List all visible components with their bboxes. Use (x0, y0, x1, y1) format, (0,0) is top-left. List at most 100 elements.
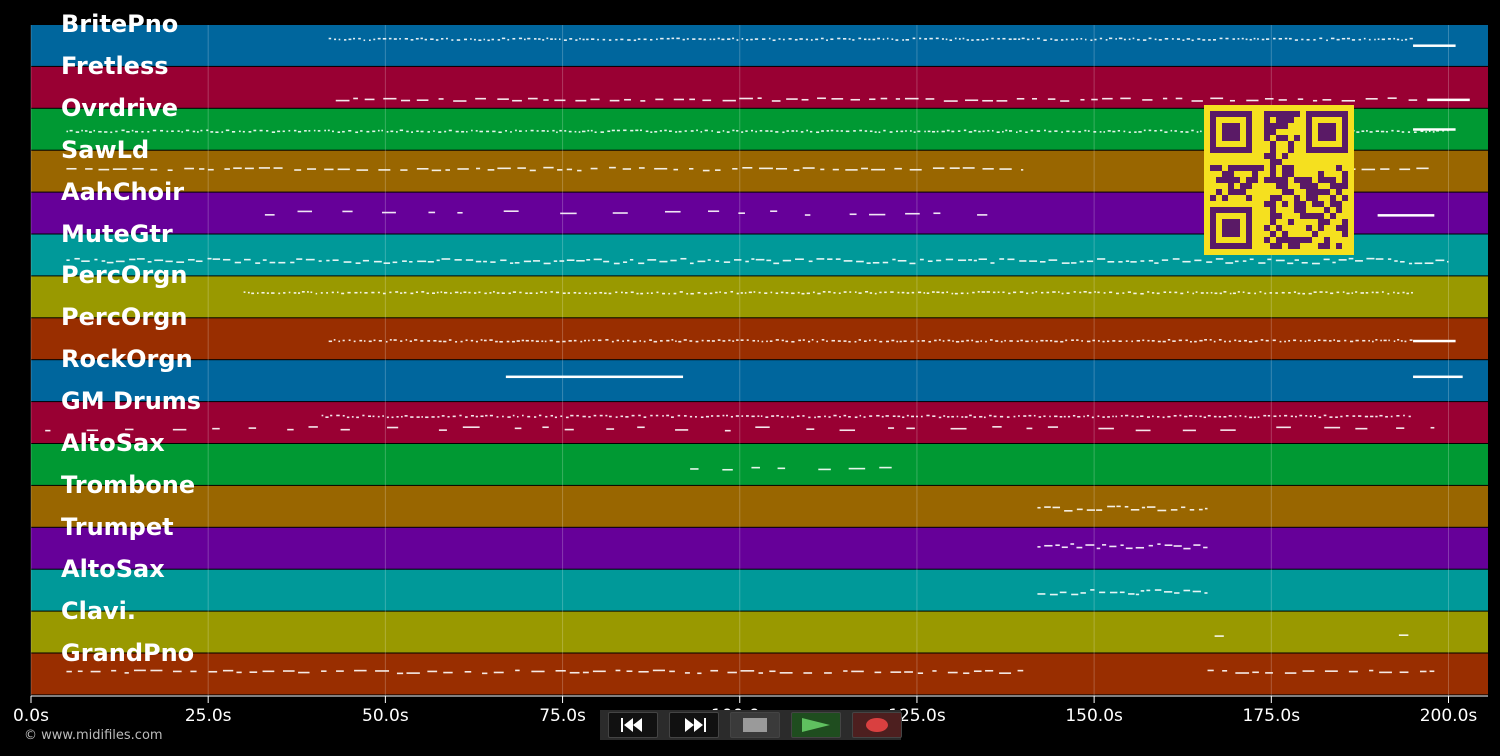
note (443, 671, 453, 674)
note (679, 291, 683, 293)
note (388, 37, 392, 40)
qr-module (1240, 183, 1246, 189)
note (954, 37, 957, 40)
note (1036, 130, 1041, 132)
note (498, 131, 502, 134)
note (683, 339, 687, 341)
record-button[interactable] (852, 712, 902, 738)
note (1370, 415, 1374, 418)
qr-module (1234, 189, 1240, 195)
note (796, 415, 800, 417)
qr-module (1282, 171, 1288, 177)
play-button[interactable] (791, 712, 841, 738)
note (321, 670, 327, 672)
note (400, 292, 403, 294)
note (392, 261, 398, 264)
note (724, 292, 727, 294)
qr-module (1324, 207, 1330, 213)
note (364, 98, 375, 101)
note (436, 259, 440, 262)
note (735, 415, 739, 417)
note (824, 672, 832, 674)
note (400, 99, 411, 102)
note (696, 129, 698, 132)
note (816, 340, 819, 343)
qr-module (1228, 183, 1234, 189)
note (362, 414, 365, 417)
qr-code (1204, 105, 1354, 255)
note (851, 670, 864, 673)
note (734, 259, 742, 261)
note (1222, 670, 1228, 672)
note (310, 291, 313, 294)
note (1084, 38, 1087, 41)
note (678, 340, 682, 343)
note (906, 427, 915, 430)
note (1399, 671, 1409, 674)
note (347, 291, 351, 294)
note (755, 130, 758, 133)
note (338, 340, 341, 343)
note (947, 671, 958, 674)
note (427, 340, 431, 342)
note (527, 97, 538, 100)
note (500, 259, 507, 262)
note (1123, 38, 1126, 41)
note (600, 131, 604, 133)
note (1154, 262, 1159, 264)
note (775, 339, 779, 341)
note (1380, 130, 1385, 133)
note (536, 130, 539, 132)
note (646, 292, 649, 294)
note (1314, 340, 1317, 342)
stop-button[interactable] (730, 712, 780, 738)
qr-module (1210, 165, 1216, 171)
note (501, 292, 505, 295)
note (362, 259, 370, 262)
note (1045, 339, 1048, 342)
note (377, 37, 381, 40)
note (556, 131, 558, 134)
note (1408, 415, 1411, 418)
note (1174, 130, 1177, 132)
note (1094, 38, 1097, 41)
fast-forward-button[interactable] (669, 712, 719, 738)
note (1297, 98, 1304, 100)
note (1246, 99, 1259, 102)
note (725, 414, 728, 417)
note (518, 37, 523, 40)
note (484, 292, 487, 295)
note (554, 38, 557, 40)
note (802, 167, 815, 169)
note (294, 169, 302, 171)
note (1128, 131, 1131, 134)
note (1006, 416, 1010, 418)
note (84, 130, 88, 132)
note (1371, 291, 1374, 294)
qr-module (1276, 159, 1282, 165)
note (489, 414, 493, 417)
note (791, 416, 794, 419)
note (1196, 131, 1199, 133)
note (902, 416, 905, 419)
note (459, 414, 462, 417)
note (554, 99, 566, 102)
note (690, 292, 694, 295)
note (807, 340, 811, 343)
note (1265, 339, 1269, 342)
rewind-button[interactable] (608, 712, 658, 738)
note (342, 210, 353, 213)
note (1032, 38, 1034, 40)
qr-module (1306, 183, 1312, 189)
note (700, 416, 704, 419)
note (450, 292, 452, 294)
note (1123, 130, 1126, 133)
note (387, 426, 399, 429)
qr-module (1288, 219, 1294, 225)
note (1065, 38, 1068, 41)
note (1055, 544, 1060, 546)
note (1435, 259, 1445, 262)
note (381, 129, 383, 132)
note (926, 292, 930, 294)
note (1387, 97, 1397, 99)
